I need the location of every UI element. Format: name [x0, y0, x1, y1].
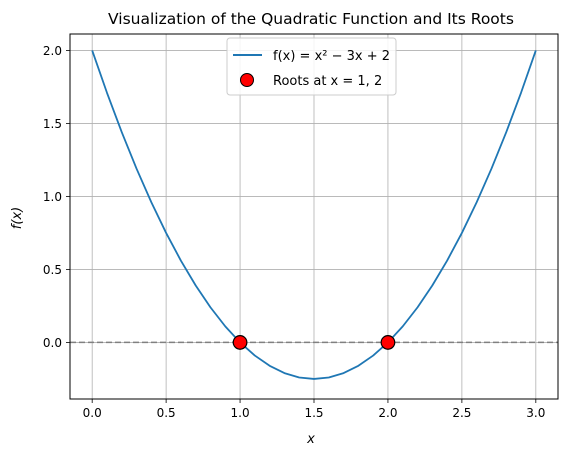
y-axis-ticks: 0.0 0.5 1.0 1.5 2.0: [43, 44, 70, 350]
legend-marker-swatch: [240, 73, 254, 87]
quadratic-curve-line: [91, 50, 537, 380]
y-tick-label: 0.5: [43, 263, 62, 277]
series-layer: [91, 50, 537, 380]
x-tick-label: 3.0: [526, 406, 545, 420]
x-tick-label: 2.5: [452, 406, 471, 420]
x-tick-label: 1.5: [304, 406, 323, 420]
root-point-marker: [380, 335, 396, 350]
x-axis-label: x: [306, 432, 315, 447]
legend: f(x) = x² − 3x + 2 Roots at x = 1, 2: [226, 37, 397, 96]
y-tick-label: 1.0: [43, 190, 62, 204]
x-axis-ticks: 0.0 0.5 1.0 1.5 2.0 2.5 3.0: [83, 399, 545, 420]
root-points: [232, 335, 396, 350]
legend-box: [226, 37, 397, 96]
y-tick-label: 2.0: [43, 44, 62, 58]
x-tick-label: 0.5: [157, 406, 176, 420]
chart-title: Visualization of the Quadratic Function …: [108, 10, 514, 28]
x-tick-label: 0.0: [83, 406, 102, 420]
x-tick-label: 2.0: [378, 406, 397, 420]
legend-label-roots: Roots at x = 1, 2: [273, 74, 382, 89]
x-tick-label: 1.0: [231, 406, 250, 420]
legend-label-function: f(x) = x² − 3x + 2: [273, 49, 390, 64]
y-axis-label: f(x): [10, 207, 25, 229]
root-point-marker: [232, 335, 248, 350]
y-tick-label: 0.0: [43, 336, 62, 350]
y-tick-label: 1.5: [43, 117, 62, 131]
